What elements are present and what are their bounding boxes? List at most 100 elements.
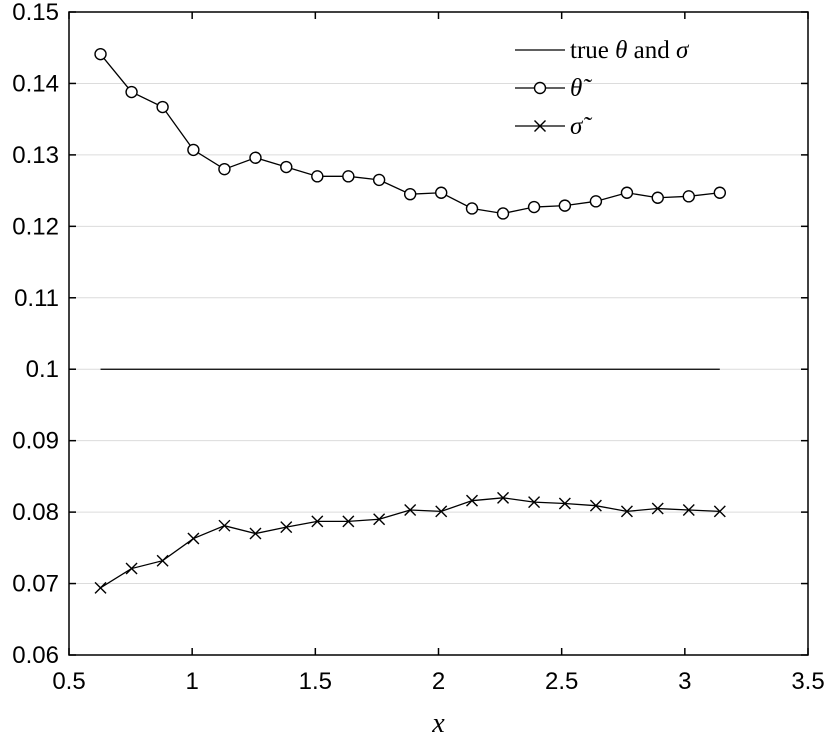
legend-marker [533, 81, 547, 95]
x-marker-stroke [558, 497, 571, 510]
series-3-point [94, 581, 107, 594]
series-2 [94, 47, 727, 220]
series-2-point [280, 160, 293, 174]
x-tick-label: 3.5 [791, 668, 824, 695]
legend-item-3: σ̃ [515, 113, 592, 140]
series-3-point [620, 505, 633, 518]
legend: true θ and σ θ̃ σ̃ [515, 37, 690, 140]
x-marker-stroke [342, 515, 355, 528]
series-3-point [404, 503, 417, 516]
series-2-point [249, 151, 262, 164]
series-3-point [187, 532, 200, 545]
y-tick-label: 0.15 [12, 0, 59, 26]
x-tick-label: 1.5 [299, 668, 332, 695]
x-tick-label: 3 [678, 668, 691, 695]
series-3-point [589, 499, 602, 512]
plot-frame [68, 11, 809, 656]
y-tick-label: 0.07 [12, 571, 59, 598]
series-3-point [342, 515, 355, 528]
x-tick-label: 1 [185, 668, 198, 695]
y-tick-label: 0.11 [14, 285, 59, 312]
series-2-point [558, 199, 572, 212]
x-marker-stroke [373, 513, 386, 526]
y-tick-label: 0.13 [12, 142, 59, 169]
series-2-point [713, 186, 727, 199]
series-2-point [187, 143, 200, 157]
y-tick-label: 0.1 [26, 356, 59, 383]
x-tick-label: 2.5 [545, 668, 578, 695]
series-3-point [280, 521, 293, 534]
series-2-point [620, 186, 634, 199]
series-2-point [527, 200, 541, 214]
series-3-point [435, 505, 448, 518]
x-axis-title: x [431, 708, 445, 737]
series-2-point [218, 162, 231, 176]
series-3-point [373, 513, 386, 526]
series-3-point [558, 497, 571, 510]
series-2-point [682, 190, 695, 203]
series-2-point [94, 47, 107, 61]
series-layer [94, 47, 727, 594]
x-marker-stroke [534, 120, 546, 132]
series-3-point [713, 505, 726, 518]
series-3-point [249, 527, 262, 540]
x-marker-stroke [187, 532, 200, 545]
legend-item-2: θ̃ [515, 75, 592, 102]
legend-label: σ̃ [570, 113, 592, 140]
x-marker-stroke [466, 494, 478, 507]
series-2-point [311, 170, 324, 183]
legend-label-part: true [570, 37, 615, 64]
series-3-point [156, 554, 169, 567]
series-2-point [156, 100, 169, 114]
series-3-point [466, 494, 478, 507]
x-marker-stroke [311, 515, 324, 528]
x-marker-stroke [125, 562, 138, 575]
legend-label-part: σ [676, 37, 690, 64]
x-marker-stroke [404, 503, 417, 516]
y-tick-label: 0.14 [12, 70, 59, 97]
x-marker-stroke [497, 491, 510, 504]
x-marker-stroke [218, 519, 231, 532]
x-marker-stroke [94, 581, 107, 594]
x-tick-label: 2 [432, 668, 445, 695]
y-tick-label: 0.09 [12, 428, 59, 455]
legend-label: θ̃ [570, 75, 592, 102]
series-3-point [528, 496, 541, 509]
series-3-point [651, 502, 664, 515]
series-2-point [342, 170, 355, 183]
x-marker-stroke [682, 503, 695, 516]
x-marker-stroke [249, 527, 262, 540]
x-marker-stroke [620, 505, 633, 518]
y-tick-label: 0.12 [12, 213, 59, 240]
x-marker-stroke [435, 505, 448, 518]
series-3-point [497, 491, 510, 504]
series-2-point [372, 173, 386, 187]
y-tick-label: 0.08 [12, 499, 59, 526]
series-2-point [589, 195, 603, 208]
x-marker-stroke [651, 502, 664, 515]
x-marker-stroke [280, 521, 293, 534]
series-3-point [682, 503, 695, 516]
series-3 [94, 491, 726, 594]
ticks-layer: 0.06 0.07 0.08 0.09 0.1 0.11 0.12 0.13 0.14 0.15 0… [12, 0, 824, 695]
legend-marker [534, 120, 546, 132]
series-3-point [218, 519, 231, 532]
x-marker-stroke [589, 499, 602, 512]
legend-label-part: θ [615, 37, 627, 64]
legend-label-part: and [627, 37, 676, 64]
x-marker-stroke [528, 496, 541, 509]
x-marker-stroke [156, 554, 169, 567]
series-2-point [435, 186, 448, 199]
series-2-point [496, 207, 510, 220]
x-tick-label: 0.5 [52, 668, 85, 695]
series-3-point [125, 562, 138, 575]
y-tick-label: 0.06 [12, 642, 59, 669]
x-marker-stroke [713, 505, 726, 518]
legend-item-1: true θ and σ [515, 37, 690, 64]
series-2-point [651, 191, 664, 204]
series-2-point [125, 85, 138, 99]
legend-label: true θ and σ [570, 37, 690, 64]
series-2-point [465, 202, 479, 215]
series-2-point [403, 187, 417, 201]
